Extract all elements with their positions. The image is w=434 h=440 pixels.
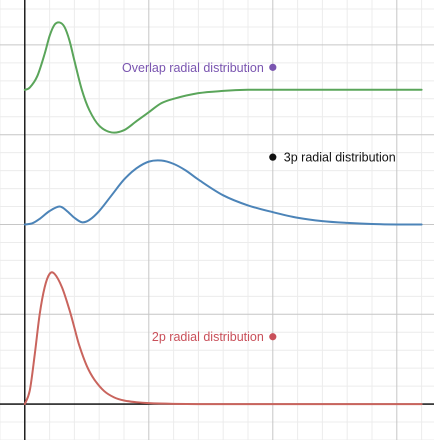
series-line-two-p — [23, 271, 423, 406]
series-line-three-p — [23, 159, 423, 226]
annotation-label-three-p: 3p radial distribution — [284, 151, 396, 165]
annotation-label-two-p: 2p radial distribution — [152, 330, 264, 344]
annotation-point-two-p — [269, 333, 277, 341]
annotation-label-overlap: Overlap radial distribution — [122, 61, 264, 75]
series-line-overlap — [23, 21, 423, 134]
annotation-point-three-p — [269, 153, 277, 161]
annotation-layer: Overlap radial distribution 3p radial dis… — [122, 61, 396, 344]
series-layer — [23, 21, 423, 406]
annotation-point-overlap — [269, 63, 277, 71]
